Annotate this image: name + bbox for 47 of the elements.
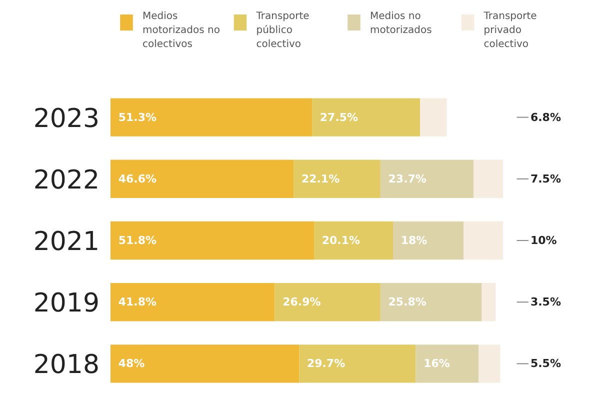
data-label: 10% [530,234,557,247]
bar [274,283,380,322]
data-label: 16% [424,357,450,370]
data-label: 26.9% [282,296,321,309]
bar [416,344,479,383]
bar [314,221,393,260]
bar [474,160,503,198]
bar [110,344,300,383]
data-label: 41.8% [118,296,157,309]
data-label: 51.8% [118,234,157,247]
data-label: 18% [400,234,428,247]
bar [420,98,447,136]
bar [464,221,503,260]
bar [299,344,416,383]
data-label: 3.5% [530,296,561,309]
bar [110,98,312,136]
data-label: 46.6% [118,172,157,186]
bar [110,160,294,198]
y-tick-label: 2022 [33,165,100,196]
bar [294,160,380,198]
data-label: 22.1% [301,172,340,186]
bar [380,160,474,198]
data-label: 25.8% [388,296,426,309]
bar [482,283,496,322]
data-label: 48% [118,357,145,370]
bar [380,283,482,322]
bar [392,221,464,260]
legend-label: Medios no motorizados [370,11,432,36]
legend-label: Transporte público colectivo [255,11,310,50]
bar [110,283,275,322]
y-tick-label: 2021 [33,227,100,257]
data-label: 23.7% [388,172,426,186]
data-label: 29.7% [306,357,346,370]
bar [110,221,314,260]
y-tick-label: 2018 [33,350,100,380]
y-tick-label: 2023 [33,104,100,134]
data-label: 51.3% [118,110,157,124]
data-label: 20.1% [322,234,360,247]
data-label: 6.8% [530,110,561,124]
legend-label: Transporte privado colectivo [482,11,537,50]
data-label: 27.5% [320,110,358,124]
bar [478,344,500,383]
y-tick-label: 2019 [33,288,100,319]
data-label: 5.5% [530,357,561,370]
data-label: 7.5% [530,172,561,186]
bar [312,98,420,136]
legend-label: Medios motorizados no colectivos [142,11,220,50]
